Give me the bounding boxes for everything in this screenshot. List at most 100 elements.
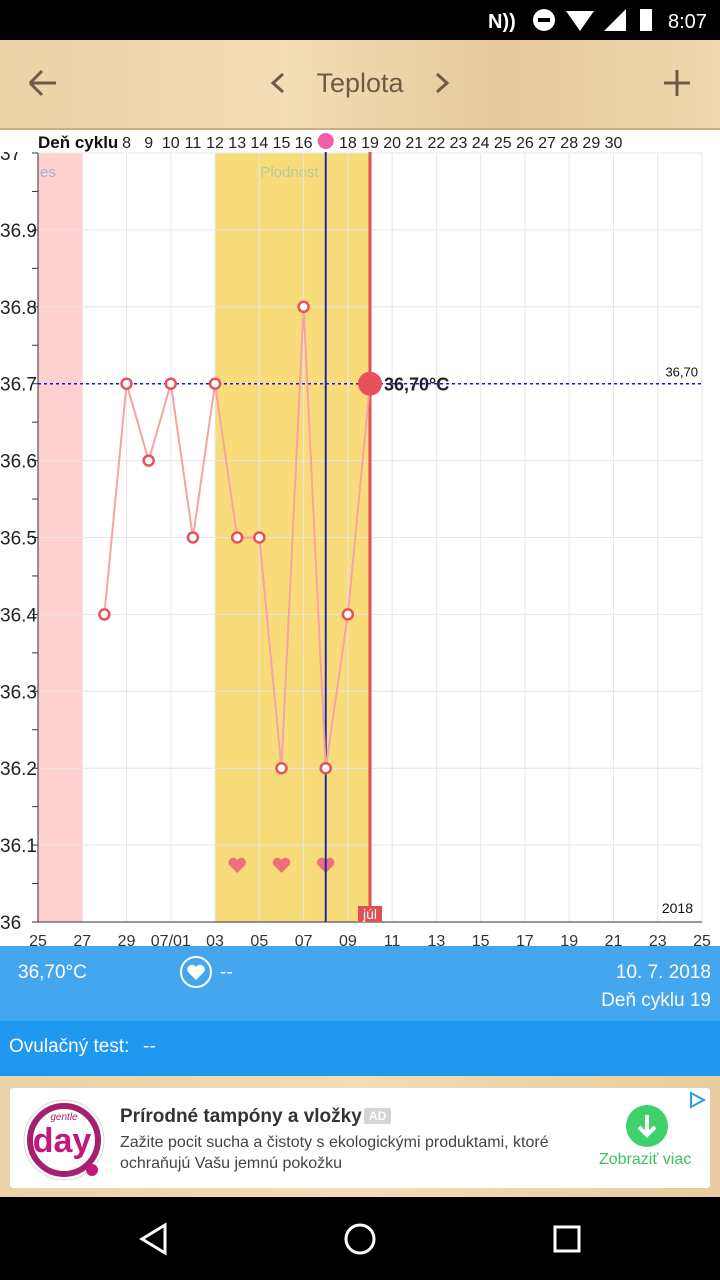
- toolbar-icons: Teplota: [28, 68, 690, 98]
- month-label-bg: [358, 906, 382, 922]
- data-point: [142, 454, 155, 467]
- data-point: [164, 377, 178, 390]
- data-point: [275, 761, 288, 775]
- cycle-day: 26: [516, 135, 534, 152]
- y-tick-label: 36.1: [0, 836, 37, 857]
- nav-back[interactable]: [139, 1222, 167, 1256]
- year-label: 2018: [662, 900, 693, 916]
- cycle-day: 11: [185, 135, 202, 152]
- status-bar: N)) 8:07: [0, 0, 720, 40]
- dnd-bar: [538, 18, 550, 22]
- prev-button[interactable]: [270, 72, 285, 94]
- nav-icons: [139, 1222, 581, 1256]
- signal-icon: [604, 9, 626, 31]
- toolbar: Teplota: [0, 40, 720, 130]
- cycle-row-bg: [0, 130, 720, 152]
- cycle-day: 21: [405, 135, 423, 152]
- ad-choices-icon[interactable]: [686, 1090, 708, 1110]
- x-tick-label: 03: [206, 933, 224, 946]
- cycle-day: 24: [472, 135, 490, 152]
- cycle-day: 13: [228, 135, 246, 152]
- cycle-day: 25: [494, 135, 512, 152]
- current-label: 36,70°C: [384, 375, 449, 395]
- info-panel: 36,70°C -- 10. 7. 2018 Deň cyklu 19: [0, 946, 720, 1021]
- y-tick-label: 36.3: [0, 682, 37, 703]
- cycle-day: 23: [450, 135, 468, 152]
- status-icons: N)) 8:07: [488, 9, 707, 33]
- x-tick-label: 11: [384, 933, 401, 946]
- data-point: [253, 531, 266, 544]
- data-point: [120, 377, 133, 390]
- ad-card[interactable]: gentle day Prírodné tampóny a vložky AD …: [10, 1088, 710, 1188]
- x-tick-label: 25: [693, 933, 711, 946]
- ad-text: Zažite pocit sucha a čistoty s ekologick…: [120, 1134, 549, 1172]
- x-tick-label: 27: [73, 933, 91, 946]
- next-button[interactable]: [435, 72, 450, 94]
- x-tick-label: 19: [560, 933, 578, 946]
- cycle-label: Deň cyklu: [38, 133, 118, 152]
- ad-button[interactable]: Zobraziť viac: [599, 1151, 692, 1168]
- reference-label: 36,70: [665, 365, 698, 380]
- ad-logo-text: day: [33, 1122, 92, 1160]
- x-tick-label: 25: [29, 933, 47, 946]
- clock: 8:07: [668, 11, 707, 33]
- ovulation-row[interactable]: Ovulačný test: --: [0, 1021, 720, 1076]
- data-point: [319, 761, 332, 775]
- y-tick-label: 36.7: [0, 375, 37, 396]
- x-tick-label: 15: [472, 933, 490, 946]
- cycle-day: 28: [560, 135, 578, 152]
- battery-icon: [640, 9, 652, 31]
- add-button[interactable]: [664, 70, 690, 96]
- cycle-day: 22: [428, 135, 446, 152]
- x-tick-label: 29: [118, 933, 136, 946]
- data-point: [98, 608, 111, 621]
- back-button[interactable]: [28, 69, 56, 97]
- cycle-day: 30: [605, 135, 623, 152]
- nav-recent[interactable]: [553, 1225, 581, 1253]
- toolbar-title: Teplota: [316, 68, 404, 98]
- ovulation-value: --: [143, 1036, 156, 1057]
- fertile-label: Plodnost: [260, 164, 319, 181]
- current-point: [358, 371, 382, 396]
- nav-bar: [0, 1197, 720, 1280]
- ad-badge: AD: [364, 1108, 392, 1124]
- cycle-label-bg: [30, 130, 118, 152]
- cycle-day: 19: [361, 135, 379, 152]
- data-point: [297, 300, 310, 314]
- ad-area: gentle day Prírodné tampóny a vložky AD …: [0, 1076, 720, 1197]
- info-date: 10. 7. 2018: [615, 962, 711, 983]
- y-tick-label: 36.5: [0, 529, 37, 550]
- cycle-day: 27: [538, 135, 556, 152]
- nav-home[interactable]: [344, 1223, 376, 1255]
- ad-title: Prírodné tampóny a vložky: [120, 1106, 362, 1127]
- x-tick-label: 07: [295, 933, 313, 946]
- cycle-day: 18: [339, 135, 357, 152]
- cycle-day: 10: [162, 135, 180, 152]
- y-tick-label: 36.8: [0, 298, 37, 319]
- ovulation-label: Ovulačný test:: [9, 1036, 130, 1057]
- y-tick-label: 36.9: [0, 221, 37, 242]
- nfc-icon: N)): [488, 11, 516, 33]
- data-point: [208, 377, 222, 390]
- cycle-day: 12: [206, 135, 224, 152]
- intercourse-heart: [228, 857, 246, 873]
- ad-logo: gentle day: [23, 1099, 105, 1181]
- cycle-day: 20: [383, 135, 401, 152]
- intercourse-heart: [272, 857, 291, 873]
- data-point: [230, 531, 244, 544]
- month-label: júl: [362, 906, 377, 922]
- period-label: es: [40, 164, 56, 181]
- x-tick-label: 17: [516, 933, 534, 946]
- x-tick-label: 09: [339, 933, 357, 946]
- sex-icon: [180, 956, 212, 988]
- wifi-icon: [566, 11, 594, 31]
- ovulation-icon: [317, 133, 334, 149]
- data-point: [186, 531, 200, 544]
- info-temperature: 36,70°C: [18, 962, 87, 983]
- cycle-day: 8: [122, 135, 131, 152]
- cycle-day: 16: [295, 135, 313, 152]
- info-sex: --: [220, 962, 233, 983]
